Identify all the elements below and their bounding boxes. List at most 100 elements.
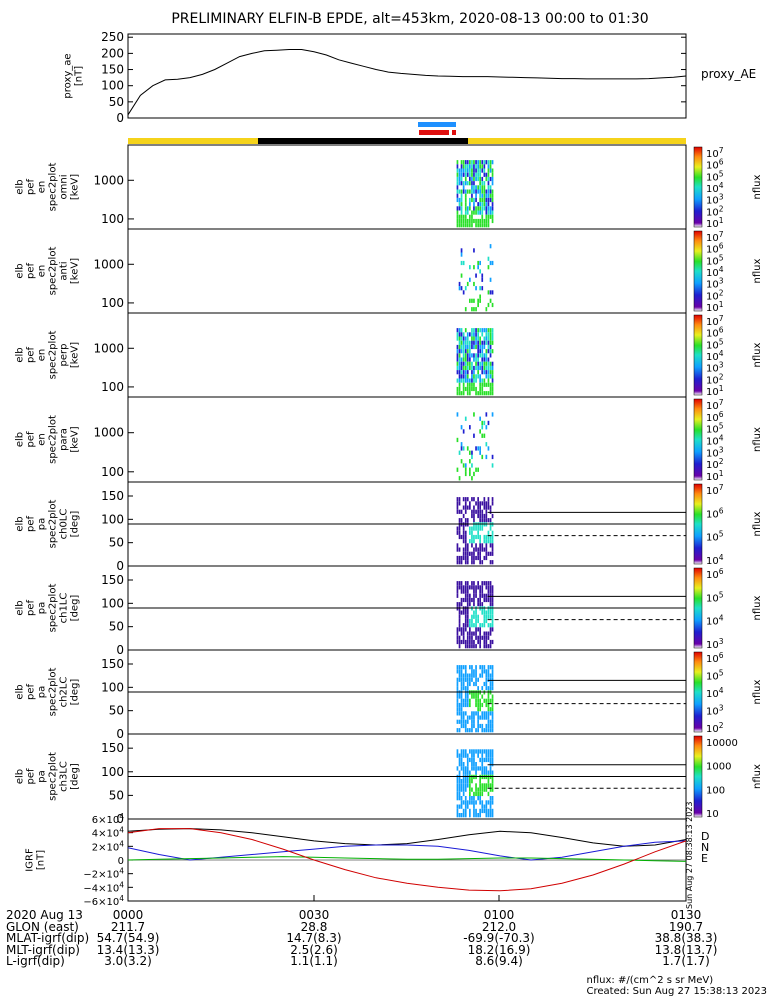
xaxis-row-label: 2020 Aug 13 (6, 908, 83, 922)
colorbar-tick-label: 102 (706, 457, 724, 471)
spectrogram-cell (487, 382, 490, 387)
spectrogram-cell (464, 723, 467, 729)
y-tick-label: 150 (101, 657, 124, 671)
spectrogram-cell (466, 332, 469, 337)
igrf-series-N (127, 840, 687, 861)
spectrogram-cell (481, 757, 484, 763)
colorbar-tick-label: 101 (706, 469, 724, 483)
xaxis-row-value: 212.0 (481, 919, 517, 934)
y-tick-label: 50 (109, 788, 124, 802)
spectrogram-cell (477, 728, 479, 733)
spectrogram-cell (466, 585, 469, 590)
spectrogram-cell (460, 669, 463, 674)
spectrogram-cell (479, 391, 481, 396)
spectrogram-cell (473, 328, 475, 333)
spectrogram-cell (475, 328, 477, 333)
spectrogram-cell (469, 365, 471, 371)
spectrogram-cell (469, 677, 471, 682)
spectrogram-cell (475, 635, 477, 640)
spectrogram-cell (469, 715, 471, 720)
spectrogram-cell (489, 176, 492, 182)
colorbar (693, 230, 703, 312)
colorbar-tick-label: 103 (706, 637, 724, 651)
spectrogram-cell (458, 357, 461, 362)
spectrogram-cell (479, 382, 481, 387)
spectrogram-cell (477, 694, 479, 699)
spectrogram-cell (458, 344, 461, 350)
spectrogram-cell (485, 374, 488, 379)
proxy-ae-legend: proxy_AE (701, 67, 756, 81)
spectrogram-cell (485, 370, 488, 375)
spectrogram-cell (469, 618, 471, 624)
spectrogram-cell (477, 446, 479, 451)
spectrogram-cell (471, 374, 473, 379)
colorbar-tick-label: 10000 (706, 738, 738, 749)
spectrogram-cell (471, 581, 473, 586)
spectrogram-cell (489, 614, 492, 619)
spectrogram-cell (481, 286, 484, 291)
spectrogram-cell (487, 361, 490, 366)
spectrogram-cell (458, 197, 461, 203)
spectrogram-cell (469, 770, 471, 775)
spectrogram-cell (458, 804, 461, 809)
spectrogram-cell (481, 762, 484, 767)
spectrogram-cell (489, 193, 492, 198)
spectrogram-cell (456, 185, 459, 190)
spectrogram-cell (469, 526, 471, 531)
spectrogram-cell (458, 627, 461, 632)
spectrogram-cell (469, 631, 471, 636)
spectrogram-cell (469, 353, 471, 358)
spectrogram-cell (483, 370, 486, 375)
spectrogram-cell (473, 185, 475, 190)
spectrogram-cell (479, 635, 481, 640)
colorbar (693, 651, 703, 733)
colorbar-tick-label: 107 (706, 146, 724, 160)
spectrogram-cell (485, 800, 488, 805)
spectrogram-cell (483, 193, 486, 198)
spectrogram-cell (466, 715, 469, 720)
spectrogram-cell (471, 757, 473, 763)
spectrogram-cell (469, 450, 471, 455)
spectrogram-cell (456, 370, 459, 375)
spectrogram-cell (469, 172, 471, 177)
spectrogram-cell (458, 673, 461, 678)
spectrogram-cell (487, 365, 490, 371)
spectrogram-cell (475, 644, 477, 649)
spectrogram-cell (471, 210, 473, 215)
spectrogram-cell (469, 382, 471, 387)
spectrogram-cell (466, 344, 469, 350)
spectrogram-cell (489, 509, 492, 514)
spectrogram-cell (464, 597, 467, 603)
y-tick-label: 2×104 (92, 839, 124, 853)
spectrogram-cell (483, 757, 486, 763)
spectrogram-cell (466, 770, 469, 775)
spectrogram-cell (473, 210, 475, 215)
spectrogram-cell (473, 218, 475, 224)
spectrogram-cell (471, 382, 473, 387)
ylabel-line: en (37, 181, 48, 194)
y-tick-label: 100 (101, 380, 124, 394)
spectrogram-cell (475, 172, 477, 177)
spectrogram-cell (469, 597, 471, 603)
spectrogram-cell (483, 534, 486, 540)
spectrogram-cell (464, 749, 467, 754)
spectrogram-cell (460, 753, 463, 758)
spectrogram-cell (487, 340, 490, 345)
spectrogram-cell (471, 164, 473, 169)
spectrogram-cell (491, 168, 494, 173)
spectrogram-cell (491, 813, 494, 818)
spectrogram-cell (479, 210, 481, 215)
spectrogram-cell (483, 505, 486, 510)
ylabel-line: en (37, 265, 48, 278)
spectrogram-cell (477, 336, 479, 341)
y-tick-label: 50 (109, 536, 124, 550)
spectrogram-cell (489, 344, 492, 350)
spectrogram-cell (481, 332, 484, 337)
spectrogram-cell (466, 168, 469, 173)
spectrogram-cell (458, 328, 461, 333)
spectrogram-cell (469, 349, 471, 354)
spectrogram-cell (481, 723, 484, 729)
spectrogram-cell (487, 791, 490, 797)
colorbar-label: nflux (752, 427, 763, 452)
